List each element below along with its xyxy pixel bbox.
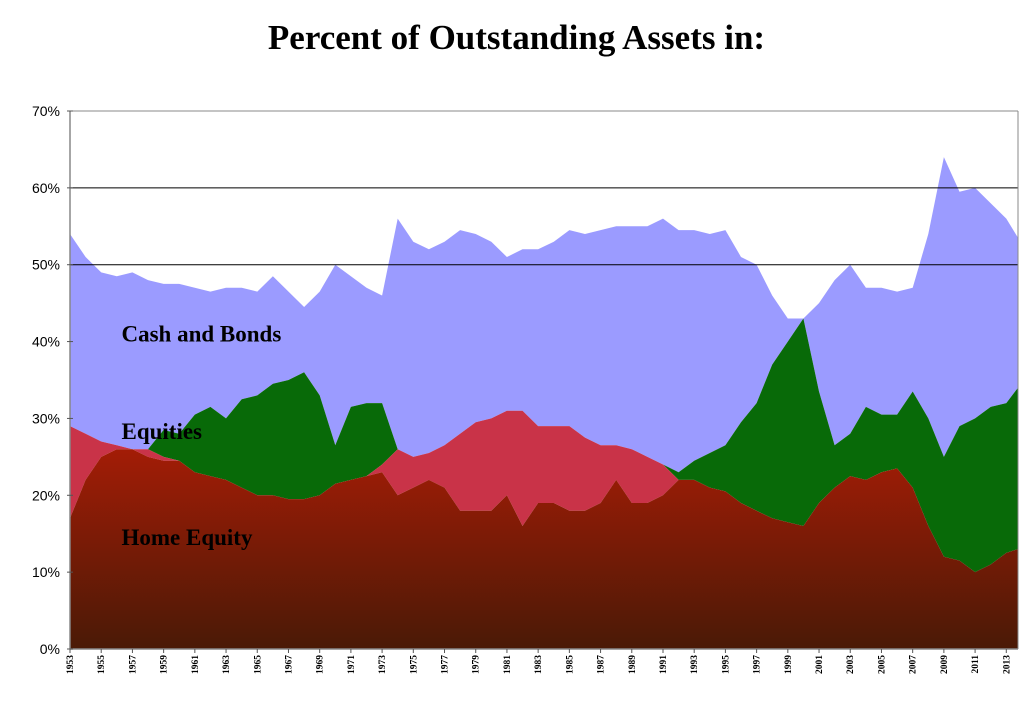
equities-area — [70, 318, 1018, 573]
x-tick-label: 1957 — [128, 655, 138, 674]
y-tick-label: 10% — [32, 564, 60, 580]
x-tick-label: 2001 — [815, 655, 825, 674]
x-tick-label: 1995 — [721, 655, 731, 674]
cash-and-bonds-area — [70, 157, 1018, 473]
x-tick-label: 2013 — [1002, 655, 1012, 674]
x-tick-label: 1955 — [97, 655, 107, 674]
series-annotation: Equities — [121, 419, 202, 444]
home-equity-upper-area — [70, 410, 1018, 573]
x-tick-label: 1975 — [409, 655, 419, 674]
y-tick-label: 60% — [32, 180, 60, 196]
x-tick-label: 1989 — [628, 655, 638, 674]
x-tick-label: 1997 — [753, 655, 763, 674]
x-tick-label: 1967 — [284, 655, 294, 674]
x-tick-label: 1981 — [503, 655, 513, 674]
x-tick-label: 1983 — [534, 655, 544, 674]
y-tick-label: 0% — [40, 641, 60, 657]
x-tick-label: 1985 — [565, 655, 575, 674]
x-tick-label: 1969 — [316, 655, 326, 674]
x-tick-label: 1963 — [222, 655, 232, 674]
x-tick-label: 1953 — [66, 655, 76, 674]
chart-title: Percent of Outstanding Assets in: — [267, 18, 766, 57]
y-tick-label: 20% — [32, 487, 60, 503]
home-equity-area — [70, 449, 1018, 649]
x-tick-label: 1999 — [784, 655, 794, 674]
x-tick-label: 2007 — [909, 655, 919, 674]
y-tick-label: 30% — [32, 410, 60, 426]
x-tick-label: 1977 — [441, 655, 451, 674]
x-tick-label: 1973 — [378, 655, 388, 674]
y-tick-label: 40% — [32, 334, 60, 350]
y-tick-label: 50% — [32, 257, 60, 273]
series-annotation: Cash and Bonds — [121, 322, 281, 347]
x-tick-label: 2009 — [940, 655, 950, 674]
x-tick-label: 2011 — [971, 655, 981, 674]
x-tick-label: 2003 — [846, 655, 856, 674]
series-annotation: Home Equity — [121, 525, 252, 550]
x-tick-label: 1993 — [690, 655, 700, 674]
x-tick-label: 1987 — [597, 655, 607, 674]
x-tick-label: 1961 — [191, 655, 201, 674]
x-tick-label: 1971 — [347, 655, 357, 674]
x-tick-label: 1965 — [253, 655, 263, 674]
x-tick-label: 1991 — [659, 655, 669, 674]
x-tick-label: 1979 — [472, 655, 482, 674]
x-tick-label: 1959 — [160, 655, 170, 674]
x-tick-label: 2005 — [877, 655, 887, 674]
y-tick-label: 70% — [32, 103, 60, 119]
